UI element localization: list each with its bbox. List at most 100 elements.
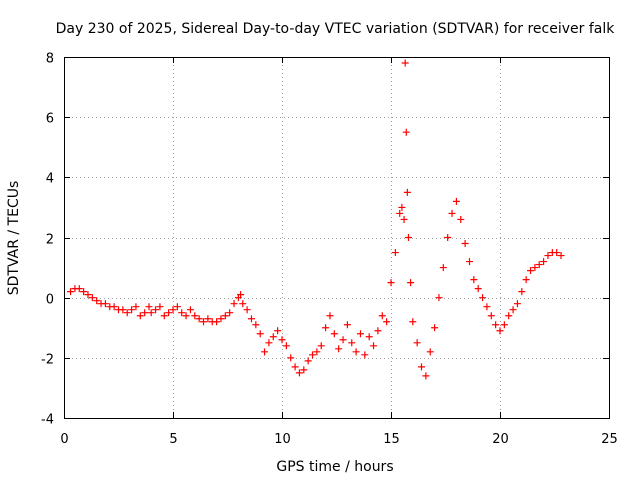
data-point bbox=[67, 288, 75, 296]
data-point bbox=[500, 321, 508, 329]
data-point bbox=[452, 197, 460, 205]
data-point bbox=[265, 339, 273, 347]
data-point bbox=[282, 342, 290, 350]
data-point bbox=[182, 312, 190, 320]
data-point bbox=[261, 348, 269, 356]
data-point bbox=[326, 312, 334, 320]
data-point bbox=[287, 354, 295, 362]
data-point bbox=[274, 327, 282, 335]
data-point bbox=[387, 279, 395, 287]
data-point bbox=[165, 309, 173, 317]
data-point bbox=[404, 234, 412, 241]
data-point bbox=[335, 345, 343, 353]
data-point bbox=[439, 264, 447, 272]
y-axis-title: SDTVAR / TECUs bbox=[6, 181, 22, 296]
data-point bbox=[448, 209, 456, 217]
data-point bbox=[300, 366, 308, 374]
data-point bbox=[343, 321, 351, 329]
grid bbox=[64, 57, 609, 418]
data-point bbox=[403, 188, 411, 196]
data-point bbox=[119, 306, 127, 314]
data-point bbox=[527, 267, 535, 275]
data-point bbox=[247, 315, 255, 323]
y-tick-label: 2 bbox=[46, 233, 54, 248]
data-point bbox=[465, 258, 473, 266]
chart-title: Day 230 of 2025, Sidereal Day-to-day VTE… bbox=[56, 21, 616, 37]
data-point bbox=[418, 363, 426, 371]
y-tick-label: 6 bbox=[46, 112, 54, 127]
data-point bbox=[322, 324, 330, 332]
data-point bbox=[200, 318, 208, 326]
axis-ticks: 0 5 10 15 20 25 -4 -2 0 2 4 6 8 bbox=[41, 52, 618, 448]
y-tick-label: 0 bbox=[46, 293, 54, 308]
data-point bbox=[348, 339, 356, 347]
data-point bbox=[487, 312, 495, 320]
data-point bbox=[243, 306, 251, 314]
data-point bbox=[339, 336, 347, 344]
data-point bbox=[252, 321, 260, 329]
data-point bbox=[444, 234, 452, 241]
data-point bbox=[352, 348, 360, 356]
data-point bbox=[145, 303, 153, 311]
data-point bbox=[518, 288, 526, 296]
data-point bbox=[75, 285, 83, 293]
data-point bbox=[483, 303, 491, 311]
data-point bbox=[278, 336, 286, 344]
data-point bbox=[513, 300, 521, 308]
y-tick-label: -4 bbox=[41, 413, 54, 428]
data-point bbox=[431, 324, 439, 332]
data-point bbox=[540, 258, 548, 266]
data-point bbox=[378, 312, 386, 320]
data-point bbox=[178, 309, 186, 317]
data-point bbox=[317, 342, 325, 350]
data-point bbox=[402, 128, 410, 136]
data-point bbox=[544, 252, 552, 260]
data-point bbox=[309, 351, 317, 359]
x-tick-label: 0 bbox=[60, 432, 68, 447]
data-point bbox=[370, 342, 378, 350]
data-point bbox=[522, 276, 530, 284]
data-point bbox=[239, 300, 247, 308]
data-point bbox=[269, 333, 277, 341]
data-point bbox=[123, 309, 131, 317]
data-point bbox=[398, 203, 406, 211]
data-point bbox=[313, 348, 321, 356]
data-point bbox=[147, 309, 155, 317]
data-point bbox=[80, 288, 88, 296]
x-tick-label: 15 bbox=[383, 432, 400, 447]
data-point bbox=[505, 312, 513, 320]
data-point bbox=[93, 297, 101, 305]
data-point bbox=[204, 315, 212, 323]
data-point bbox=[213, 318, 221, 326]
data-point bbox=[374, 327, 382, 335]
data-point bbox=[426, 348, 434, 356]
data-point bbox=[361, 351, 369, 359]
data-point bbox=[413, 339, 421, 347]
data-point bbox=[330, 330, 338, 338]
data-point bbox=[237, 291, 245, 299]
data-point bbox=[457, 215, 465, 223]
data-point bbox=[295, 369, 303, 377]
data-point bbox=[435, 294, 443, 302]
y-tick-label: 8 bbox=[46, 52, 54, 67]
x-tick-label: 20 bbox=[492, 432, 509, 447]
data-point bbox=[400, 215, 408, 223]
data-point bbox=[496, 327, 504, 335]
data-point bbox=[88, 294, 96, 302]
x-tick-label: 25 bbox=[601, 432, 618, 447]
data-point bbox=[132, 303, 140, 311]
data-point bbox=[128, 306, 136, 314]
data-point bbox=[226, 309, 234, 317]
data-point bbox=[230, 300, 238, 308]
x-tick-label: 10 bbox=[274, 432, 291, 447]
data-point bbox=[470, 276, 478, 284]
x-tick-label: 5 bbox=[169, 432, 177, 447]
data-point bbox=[461, 240, 469, 248]
data-point bbox=[191, 312, 199, 320]
data-point bbox=[160, 312, 168, 320]
data-point bbox=[422, 372, 430, 380]
data-point bbox=[492, 321, 500, 329]
data-point bbox=[256, 330, 264, 338]
data-point bbox=[84, 291, 92, 299]
